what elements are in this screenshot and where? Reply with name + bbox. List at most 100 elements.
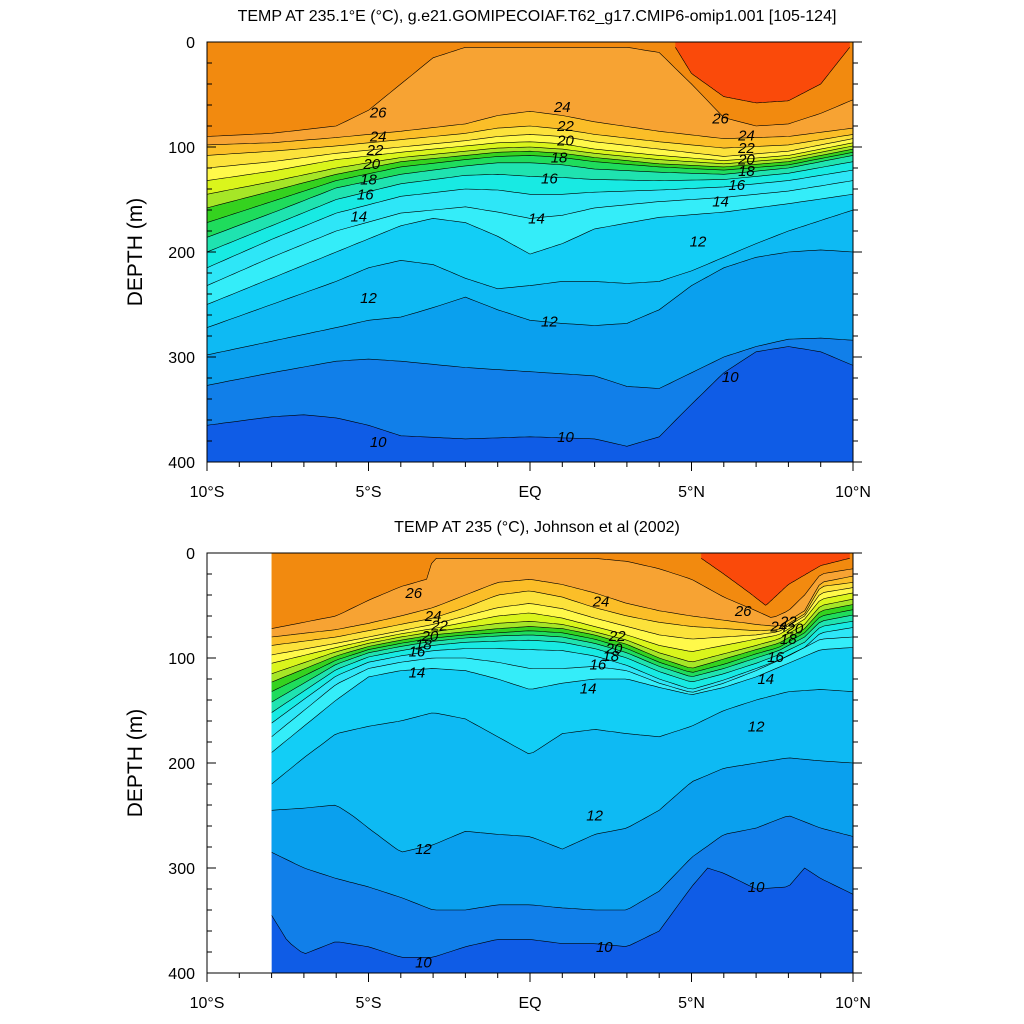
contour-label-12: 12	[690, 234, 707, 251]
isotherm-11	[207, 337, 853, 389]
isotherm-13	[271, 689, 854, 785]
top-panel-y-axis-label: DEPTH (m)	[124, 198, 147, 307]
isotherm-15	[271, 636, 854, 738]
contour-label-20: 20	[605, 641, 623, 658]
isotherm-24	[271, 582, 854, 646]
top-panel-omip-model: TEMP AT 235.1°E (°C), g.e21.GOMIPECOIAF.…	[124, 8, 871, 501]
contour-label-26: 26	[404, 585, 422, 602]
contour-label-16: 16	[728, 177, 745, 194]
contour-label-22: 22	[737, 140, 755, 157]
isotherm-13	[207, 209, 853, 328]
contour-label-10: 10	[370, 434, 387, 451]
isotherm-22	[271, 592, 854, 664]
contour-label-22: 22	[430, 617, 448, 634]
contour-label-12: 12	[748, 718, 765, 735]
contour-label-12: 12	[586, 808, 603, 825]
isotherm-19	[207, 152, 853, 223]
isotherm-11	[271, 815, 854, 911]
x-tick-label: 5°N	[678, 995, 705, 1012]
x-tick-label: 10°N	[835, 995, 871, 1012]
contour-label-18: 18	[551, 150, 568, 167]
isotherm-25	[207, 110, 853, 146]
y-tick-label: 0	[186, 546, 195, 563]
isotherm-27	[701, 558, 850, 606]
y-tick-label: 300	[168, 350, 195, 367]
isotherm-14	[271, 647, 854, 753]
contour-label-18: 18	[360, 172, 377, 189]
isotherm-21	[271, 598, 854, 675]
isotherm-23	[207, 134, 853, 169]
x-tick-label: 5°S	[356, 484, 382, 501]
contour-label-20: 20	[556, 133, 574, 150]
y-tick-label: 200	[168, 756, 195, 773]
contour-label-22: 22	[556, 118, 574, 135]
contour-label-16: 16	[541, 171, 558, 188]
contour-label-20: 20	[786, 621, 804, 638]
y-tick-label: 400	[168, 966, 195, 983]
contour-label-16: 16	[589, 656, 606, 673]
bottom-panel-johnson-2002: TEMP AT 235 (°C), Johnson et al (2002) D…	[124, 519, 871, 1012]
bottom-panel-y-axis-label: DEPTH (m)	[124, 709, 147, 818]
y-tick-label: 0	[186, 35, 195, 52]
x-tick-label: EQ	[518, 995, 541, 1012]
isotherm-18	[207, 155, 853, 238]
isotherm-25	[271, 575, 854, 638]
contour-label-26: 26	[734, 603, 752, 620]
contour-label-16: 16	[409, 644, 426, 661]
isotherm-20	[271, 604, 854, 683]
isotherm-12	[271, 757, 854, 853]
contour-label-24: 24	[369, 129, 387, 146]
isotherm-23	[271, 587, 854, 656]
isotherm-17	[271, 621, 854, 713]
contour-label-24: 24	[737, 127, 755, 144]
contour-label-26: 26	[711, 111, 729, 128]
isotherm-22	[207, 141, 853, 181]
band-27	[675, 42, 850, 103]
contour-label-22: 22	[779, 613, 797, 630]
isotherm-19	[271, 609, 854, 692]
isotherm-26	[271, 558, 854, 629]
isotherm-16	[271, 627, 854, 724]
contour-label-22: 22	[366, 142, 384, 159]
x-tick-label: 5°S	[356, 995, 382, 1012]
isotherm-15	[207, 180, 853, 286]
contour-label-26: 26	[369, 104, 387, 121]
y-tick-label: 400	[168, 455, 195, 472]
contour-label-14: 14	[580, 680, 597, 697]
isotherm-10	[271, 867, 854, 958]
isotherm-26	[207, 47, 853, 137]
isotherm-16	[207, 169, 853, 269]
contour-label-24: 24	[553, 99, 571, 116]
contour-label-14: 14	[409, 665, 426, 682]
contour-label-12: 12	[360, 290, 377, 307]
band-26	[271, 553, 853, 629]
top-panel-title: TEMP AT 235.1°E (°C), g.e21.GOMIPECOIAF.…	[238, 8, 837, 25]
x-tick-label: 10°S	[190, 995, 225, 1012]
bottom-panel-plot-area: 2624222018161424222018161426242220181614…	[168, 546, 871, 1012]
contour-label-12: 12	[541, 313, 558, 330]
contour-label-24: 24	[769, 619, 787, 636]
isotherm-18	[271, 614, 854, 703]
x-tick-label: EQ	[518, 484, 541, 501]
contour-label-14: 14	[528, 210, 545, 227]
filled-contour-bands	[271, 553, 854, 973]
y-tick-label: 100	[168, 140, 195, 157]
bottom-panel-title: TEMP AT 235 (°C), Johnson et al (2002)	[394, 519, 680, 536]
contour-label-14: 14	[350, 208, 367, 225]
contour-label-18: 18	[738, 163, 755, 180]
isotherm-27	[675, 47, 851, 104]
y-tick-label: 300	[168, 861, 195, 878]
isotherm-17	[207, 161, 853, 253]
x-tick-label: 10°N	[835, 484, 871, 501]
filled-contour-bands	[207, 42, 853, 462]
contour-label-18: 18	[415, 636, 432, 653]
isotherm-20	[207, 148, 853, 209]
isotherm-24	[207, 125, 853, 156]
x-tick-label: 5°N	[678, 484, 705, 501]
contour-label-22: 22	[608, 628, 626, 645]
isotherm-21	[207, 145, 853, 195]
top-panel-plot-area: 2624222018161424222018161426242220181614…	[168, 35, 871, 501]
contour-label-14: 14	[712, 194, 729, 211]
isotherm-10	[207, 346, 853, 447]
